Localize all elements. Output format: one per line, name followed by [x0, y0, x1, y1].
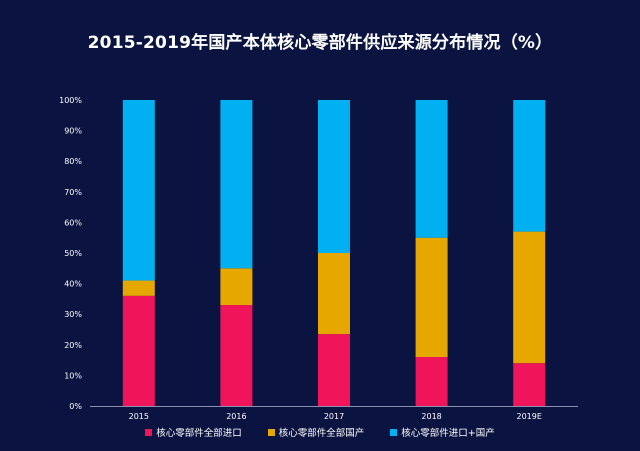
- y-tick-label: 20%: [64, 341, 82, 350]
- bar-segment: [220, 268, 253, 306]
- bar-segment: [122, 295, 155, 406]
- y-tick-label: 90%: [64, 127, 82, 136]
- bar-segment: [513, 363, 546, 406]
- bar-segment: [220, 305, 253, 406]
- bar-segment: [415, 237, 448, 358]
- y-tick-label: 30%: [64, 310, 82, 319]
- legend-swatch: [145, 428, 153, 436]
- legend-label: 核心零部件进口+国产: [401, 428, 495, 439]
- y-tick-label: 40%: [64, 280, 82, 289]
- bar-segment: [513, 231, 546, 364]
- y-tick-label: 70%: [64, 188, 82, 197]
- chart-title: 2015-2019年国产本体核心零部件供应来源分布情况（%）: [87, 33, 553, 53]
- legend-item: 核心零部件进口+国产: [390, 425, 495, 439]
- bar-segment: [122, 280, 155, 296]
- bar-segment: [122, 100, 155, 281]
- y-tick-label: 80%: [64, 157, 82, 166]
- legend-item: 核心零部件全部进口: [145, 425, 242, 439]
- x-tick-label: 2017: [324, 412, 344, 421]
- x-tick-label: 2016: [226, 412, 246, 421]
- x-tick-label: 2019E: [516, 412, 541, 421]
- bar-segment: [318, 100, 350, 253]
- chart-legend: 核心零部件全部进口 核心零部件全部国产 核心零部件进口+国产: [0, 425, 640, 439]
- y-tick-label: 60%: [64, 218, 82, 227]
- y-tick-label: 100%: [59, 96, 82, 105]
- bar-segment: [220, 100, 253, 269]
- bar-segment: [318, 334, 350, 406]
- y-tick-label: 0%: [69, 402, 82, 411]
- bar-segment: [415, 100, 448, 238]
- y-tick-label: 50%: [64, 249, 82, 258]
- legend-item: 核心零部件全部国产: [267, 425, 365, 439]
- y-tick-label: 10%: [64, 371, 82, 380]
- legend-label: 核心零部件全部进口: [156, 428, 242, 439]
- legend-label: 核心零部件全部国产: [278, 428, 365, 439]
- legend-swatch: [267, 428, 275, 436]
- legend-swatch: [390, 428, 398, 436]
- x-tick-label: 2018: [421, 412, 441, 421]
- x-tick-label: 2015: [129, 412, 149, 421]
- bar-segment: [318, 253, 350, 335]
- bar-segment: [415, 357, 448, 406]
- bar-segment: [513, 100, 546, 232]
